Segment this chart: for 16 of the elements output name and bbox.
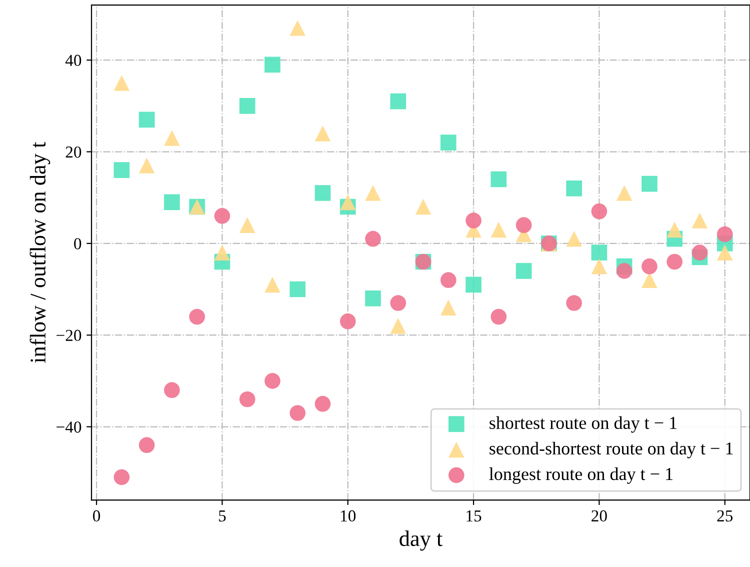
legend-label: shortest route on day t − 1 bbox=[490, 416, 677, 433]
y-axis-title: inflow / outflow on day t bbox=[30, 142, 50, 363]
y-tick-label: −40 bbox=[56, 421, 82, 433]
legend-label: longest route on day t − 1 bbox=[489, 467, 672, 484]
x-tick-label: 10 bbox=[340, 510, 356, 522]
x-tick-label: 5 bbox=[218, 510, 226, 522]
x-tick-label: 25 bbox=[717, 510, 733, 522]
y-tick-label: 20 bbox=[66, 146, 82, 158]
x-tick-label: 15 bbox=[466, 510, 482, 522]
x-axis-title: day t bbox=[400, 530, 443, 551]
legend-label: second-shortest route on day t − 1 bbox=[490, 442, 733, 458]
y-tick-label: −20 bbox=[56, 330, 82, 342]
x-tick-label: 20 bbox=[592, 510, 607, 522]
y-tick-label: 0 bbox=[74, 238, 82, 250]
x-tick-label: 0 bbox=[92, 510, 100, 522]
y-tick-label: 40 bbox=[65, 54, 82, 66]
